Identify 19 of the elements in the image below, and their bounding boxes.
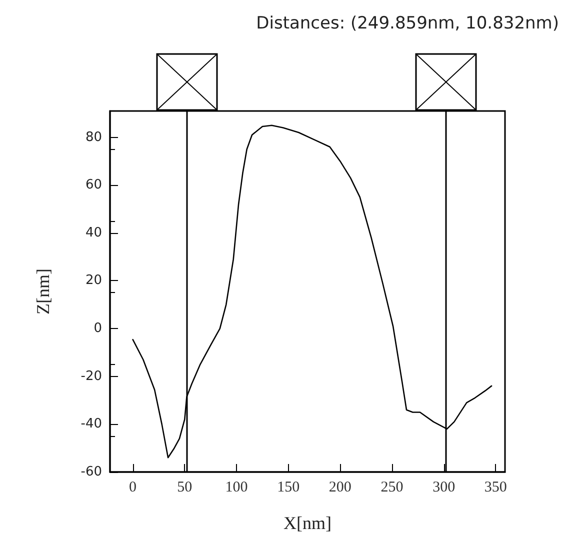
x-tick-label: 350 xyxy=(484,480,507,496)
y-tick-label: 20 xyxy=(85,273,102,288)
x-tick-label: 150 xyxy=(277,480,300,496)
y-tick-label: -40 xyxy=(80,416,102,432)
y-tick-label: 0 xyxy=(94,321,102,336)
x-tick-label: 0 xyxy=(129,480,137,496)
chart-title: Distances: (249.859nm, 10.832nm) xyxy=(256,14,560,34)
x-axis-title: X[nm] xyxy=(284,513,332,533)
y-tick-label: -60 xyxy=(80,464,102,480)
y-tick-label: 80 xyxy=(85,130,102,145)
y-axis-title: Z[nm] xyxy=(33,268,53,314)
x-tick-label: 50 xyxy=(177,480,192,496)
x-tick-label: 100 xyxy=(225,480,248,496)
y-tick-label: 60 xyxy=(85,178,102,193)
x-tick-label: 200 xyxy=(328,480,352,496)
y-tick-label: -20 xyxy=(80,368,102,384)
y-tick-label: 40 xyxy=(85,225,102,240)
x-tick-label: 300 xyxy=(432,480,456,496)
x-tick-label: 250 xyxy=(380,480,404,496)
